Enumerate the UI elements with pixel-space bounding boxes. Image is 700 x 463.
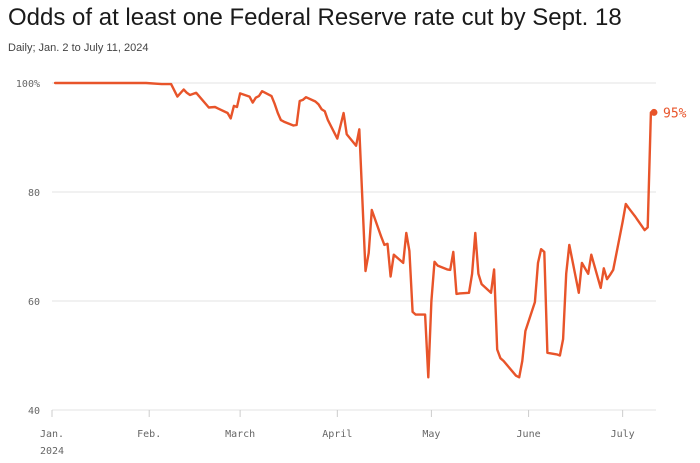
x-tick-label: July <box>611 429 635 440</box>
end-value-label: 95% <box>663 106 687 121</box>
y-tick-label: 60 <box>28 297 40 308</box>
x-tick-label: June <box>517 429 541 440</box>
end-point-marker <box>650 108 658 116</box>
x-tick-label: April <box>322 429 352 440</box>
x-tick-year-label: 2024 <box>40 446 64 457</box>
x-tick-label: March <box>225 429 255 440</box>
x-tick-label: Jan. <box>40 429 64 440</box>
y-tick-label: 80 <box>28 188 40 199</box>
y-tick-label: 100% <box>16 79 40 90</box>
y-tick-label: 40 <box>28 406 40 417</box>
x-tick-label: Feb. <box>137 429 161 440</box>
chart-subtitle: Daily; Jan. 2 to July 11, 2024 <box>8 42 149 54</box>
series-line <box>53 81 656 379</box>
chart-title: Odds of at least one Federal Reserve rat… <box>8 4 622 31</box>
x-tick-label: May <box>422 429 440 440</box>
